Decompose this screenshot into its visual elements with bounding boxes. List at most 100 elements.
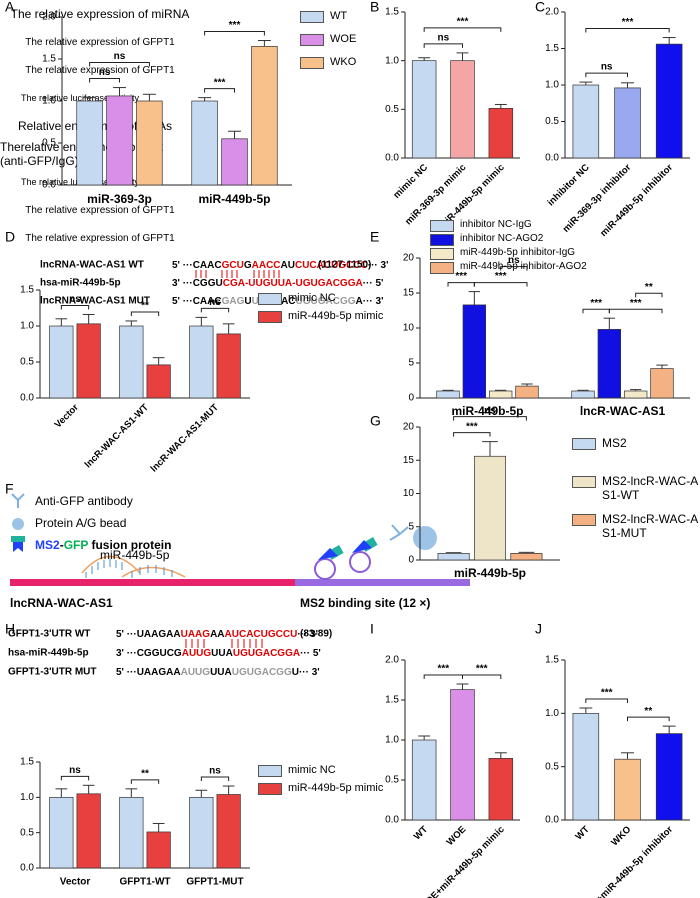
bar bbox=[189, 796, 214, 869]
significance-label: ns bbox=[114, 51, 126, 62]
sequence-segment: G bbox=[244, 260, 252, 271]
y-tick-label: 1.0 bbox=[545, 708, 559, 719]
sequence-name: GFPT1-3'UTR WT bbox=[8, 629, 90, 640]
x-tick-label: mimic NC bbox=[391, 162, 430, 201]
bar bbox=[436, 390, 460, 399]
legend-item: MS2-lncR-WAC-AS1-WT bbox=[572, 474, 700, 503]
y-tick-label: 0 bbox=[408, 555, 414, 566]
x-tick-label: GFPT1-WT bbox=[119, 877, 170, 888]
sequence: 5' ···UAAGAAAUUGUUAUGUGACGGU··· 3' bbox=[116, 667, 320, 678]
y-tick-label: 0.0 bbox=[20, 393, 34, 404]
significance-bracket bbox=[423, 674, 463, 679]
significance-label: *** bbox=[214, 77, 226, 88]
sequence-segment: AACC bbox=[252, 260, 281, 271]
bar bbox=[221, 138, 248, 186]
y-tick-label: 1.0 bbox=[545, 80, 559, 91]
bar bbox=[136, 100, 163, 186]
diagram-label-segment: MS2 bbox=[35, 538, 60, 552]
x-tick-label: miR-449b-5p bbox=[451, 404, 523, 418]
legend-label: WOE bbox=[330, 33, 357, 45]
bar bbox=[510, 552, 543, 561]
panel-label: F bbox=[5, 481, 14, 497]
significance-label: ns bbox=[69, 765, 81, 776]
bar bbox=[462, 304, 487, 399]
significance-bracket bbox=[423, 43, 463, 48]
significance-bracket bbox=[500, 266, 528, 271]
y-tick-label: 0.5 bbox=[20, 827, 34, 838]
mirna-strand bbox=[121, 566, 186, 578]
bar bbox=[119, 796, 144, 869]
bar bbox=[146, 831, 171, 869]
legend-item: miR-449b-5p inhibitor-IgG bbox=[430, 247, 575, 260]
x-tick-label: WT bbox=[574, 824, 592, 842]
diagram-label: miR-449b-5p bbox=[100, 548, 170, 562]
significance-label: *** bbox=[476, 664, 488, 675]
sequence-name: hsa-miR-449b-5p bbox=[40, 278, 121, 289]
diagram-label: MS2 binding site (12 ×) bbox=[300, 596, 430, 610]
bar bbox=[76, 100, 103, 186]
significance-label: ** bbox=[645, 282, 653, 293]
legend-label: mimic NC bbox=[288, 764, 336, 776]
x-tick-label: Vector bbox=[60, 877, 91, 888]
significance-bracket bbox=[585, 698, 628, 703]
legend-item: mimic NC bbox=[258, 764, 336, 777]
bar bbox=[650, 368, 674, 399]
sequence-segment: 5' ···UAAGAA bbox=[116, 667, 181, 678]
significance-bracket bbox=[635, 292, 663, 298]
significance-label: ns bbox=[601, 62, 613, 73]
legend-swatch bbox=[258, 783, 282, 795]
bar bbox=[49, 796, 74, 869]
legend-item: miR-449b-5p mimic bbox=[258, 782, 383, 795]
ms2-icon bbox=[13, 542, 23, 552]
legend-label: MS2-lncR-WAC-AS1-WT bbox=[602, 474, 699, 502]
bar bbox=[623, 390, 648, 399]
legend-label: inhibitor NC-IgG bbox=[460, 219, 532, 230]
y-tick-label: 0.5 bbox=[42, 138, 56, 149]
bar bbox=[572, 712, 600, 821]
sequence-segment: U bbox=[244, 296, 251, 307]
bar bbox=[572, 84, 600, 159]
bar bbox=[106, 95, 133, 186]
bar bbox=[597, 329, 622, 399]
legend-label: MS2-lncR-WAC-AS1-MUT bbox=[602, 512, 699, 540]
significance-bracket bbox=[130, 311, 160, 316]
x-tick-label: miR-449b-5p bbox=[198, 192, 270, 206]
significance-bracket bbox=[473, 282, 528, 287]
significance-bracket bbox=[585, 72, 628, 78]
significance-label: ns bbox=[508, 255, 520, 266]
sequence: 3' ···CGGUCGAUUGUUAUGUGACGGA··· 5' bbox=[116, 648, 321, 659]
significance-bracket bbox=[453, 432, 491, 437]
significance-label: *** bbox=[630, 298, 642, 309]
significance-label: ns bbox=[209, 297, 221, 308]
significance-bracket bbox=[627, 716, 670, 722]
sequence-segment: UAAG bbox=[181, 629, 211, 640]
y-tick-label: 1.0 bbox=[20, 321, 34, 332]
significance-label: *** bbox=[437, 664, 449, 675]
sequence-name: GFPT1-3'UTR MUT bbox=[8, 667, 97, 678]
bar bbox=[571, 390, 595, 399]
y-tick-label: 20 bbox=[403, 253, 415, 264]
significance-label: *** bbox=[229, 20, 241, 31]
legend-swatch bbox=[430, 220, 454, 232]
significance-bracket bbox=[89, 62, 150, 67]
y-tick-label: 0.5 bbox=[385, 775, 399, 786]
y-axis-label: The relative expression of GFPT1 bbox=[25, 36, 175, 48]
panel-label: B bbox=[370, 0, 379, 15]
bar bbox=[450, 689, 475, 821]
x-tick-label: miR-369-3p inhibitor bbox=[561, 162, 634, 235]
legend-label: miR-449b-5p inhibitor-IgG bbox=[460, 247, 576, 258]
x-tick-label: GFPT1-MUT bbox=[186, 877, 243, 888]
diagram-label-segment: fusion protein bbox=[88, 538, 171, 552]
sequence-segment: AU bbox=[281, 260, 295, 271]
y-tick-label: 15 bbox=[403, 455, 415, 466]
bar bbox=[488, 108, 514, 159]
ms2-binding-strand bbox=[295, 579, 470, 586]
legend-swatch bbox=[300, 57, 324, 69]
significance-label: *** bbox=[495, 271, 507, 282]
panel-label: J bbox=[535, 621, 542, 637]
significance-label: *** bbox=[466, 421, 478, 432]
significance-label: ** bbox=[141, 768, 149, 779]
significance-bracket bbox=[200, 307, 230, 313]
legend-swatch bbox=[430, 234, 454, 246]
